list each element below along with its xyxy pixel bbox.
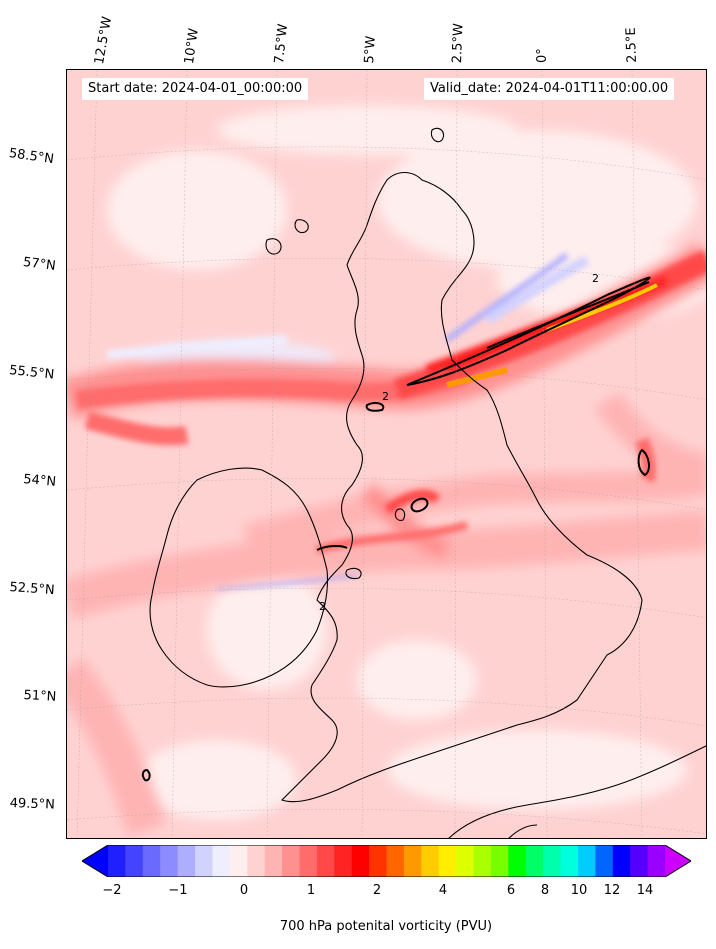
colorbar-tick-label: −2 bbox=[102, 883, 122, 898]
colorbar-tick-label: 14 bbox=[636, 883, 654, 898]
colorbar-segment bbox=[195, 845, 213, 877]
colorbar-segment bbox=[212, 845, 231, 877]
contour-label: 2 bbox=[319, 600, 326, 613]
colorbar-segment bbox=[142, 845, 161, 877]
gridlines bbox=[67, 70, 706, 838]
colorbar-svg bbox=[81, 844, 692, 878]
valid-date-label: Valid_date: 2024-04-01T11:00:00.00 bbox=[424, 78, 675, 100]
colorbar-segment bbox=[490, 845, 509, 877]
colorbar-segment bbox=[473, 845, 492, 877]
colorbar-segment bbox=[456, 845, 475, 877]
start-date-label: Start date: 2024-04-01_00:00:00 bbox=[82, 78, 309, 100]
lat-label-49-5n: 49.5°N bbox=[9, 796, 56, 813]
colorbar-tick-label: 0 bbox=[239, 883, 249, 898]
colorbar-segment bbox=[595, 845, 614, 877]
pv-2-contours bbox=[141, 276, 651, 782]
colorbar-segment bbox=[229, 845, 248, 877]
colorbar-segment bbox=[264, 845, 283, 877]
pv-map: 2 2 2 bbox=[66, 69, 707, 839]
lon-label-0: 0° bbox=[535, 48, 550, 63]
pv-secondary-core bbox=[446, 367, 508, 388]
colorbar-segment bbox=[177, 845, 196, 877]
lon-label-5w: 5°W bbox=[362, 35, 379, 65]
colorbar-segment bbox=[438, 845, 457, 877]
colorbar-segment bbox=[108, 845, 126, 877]
pv-field-svg: 2 2 2 bbox=[67, 70, 706, 838]
colorbar-tick-label: 6 bbox=[506, 883, 516, 898]
colorbar-tick-label: 2 bbox=[372, 883, 382, 898]
colorbar-tick-label: −1 bbox=[168, 883, 188, 898]
colorbar-segment bbox=[403, 845, 422, 877]
contour-label: 2 bbox=[382, 390, 389, 403]
colorbar-segment bbox=[125, 845, 144, 877]
pv-strong-bands bbox=[75, 249, 706, 554]
colorbar-segment bbox=[421, 845, 440, 877]
colorbar-extend-min bbox=[82, 845, 108, 877]
colorbar-segment bbox=[351, 845, 370, 877]
colorbar-segment bbox=[647, 845, 666, 877]
lat-label-58-5n: 58.5°N bbox=[7, 146, 55, 168]
colorbar-segment bbox=[316, 845, 335, 877]
colorbar-tick-label: 8 bbox=[540, 883, 550, 898]
colorbar-segment bbox=[525, 845, 544, 877]
lon-label-2-5e: 2.5°E bbox=[623, 27, 640, 63]
colorbar-segment bbox=[334, 845, 353, 877]
contour-label: 2 bbox=[592, 272, 599, 285]
colorbar-tick-label: 4 bbox=[438, 883, 448, 898]
lat-label-52-5n: 52.5°N bbox=[8, 580, 56, 599]
colorbar-title: 700 hPa potenital vorticity (PVU) bbox=[279, 919, 493, 934]
colorbar bbox=[81, 844, 692, 878]
lon-label-10w: 10°W bbox=[182, 27, 202, 66]
colorbar-segment bbox=[630, 845, 649, 877]
colorbar-segment bbox=[560, 845, 579, 877]
coastlines bbox=[149, 127, 706, 838]
colorbar-segment bbox=[612, 845, 631, 877]
colorbar-segment bbox=[508, 845, 527, 877]
pv-negative-streaks bbox=[106, 252, 590, 590]
colorbar-segment bbox=[386, 845, 405, 877]
colorbar-segment bbox=[369, 845, 387, 877]
colorbar-segment bbox=[247, 845, 266, 877]
colorbar-segment bbox=[299, 845, 318, 877]
lon-label-12-5w: 12.5°W bbox=[92, 15, 116, 66]
lon-label-7-5w: 7.5°W bbox=[272, 23, 292, 65]
colorbar-tick-label: 10 bbox=[570, 883, 588, 898]
colorbar-tick-label: 1 bbox=[306, 883, 316, 898]
lat-label-54n: 54°N bbox=[22, 472, 57, 490]
lon-label-2-5w: 2.5°W bbox=[450, 22, 467, 64]
colorbar-extend-max bbox=[665, 845, 691, 877]
colorbar-segment bbox=[543, 845, 562, 877]
colorbar-segment bbox=[577, 845, 596, 877]
lat-label-51n: 51°N bbox=[23, 688, 57, 705]
lat-label-57n: 57°N bbox=[22, 255, 57, 274]
lat-label-55-5n: 55.5°N bbox=[8, 363, 55, 383]
colorbar-tick-label: 12 bbox=[603, 883, 621, 898]
colorbar-segment bbox=[160, 845, 179, 877]
colorbar-segment bbox=[282, 845, 300, 877]
